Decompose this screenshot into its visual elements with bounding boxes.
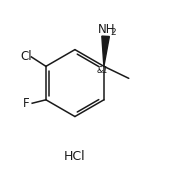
Text: &1: &1 [96, 66, 108, 75]
Text: F: F [23, 97, 29, 110]
Text: 2: 2 [110, 28, 116, 37]
Text: HCl: HCl [64, 149, 86, 162]
Polygon shape [102, 36, 109, 66]
Text: NH: NH [98, 23, 115, 36]
Text: Cl: Cl [20, 49, 32, 62]
